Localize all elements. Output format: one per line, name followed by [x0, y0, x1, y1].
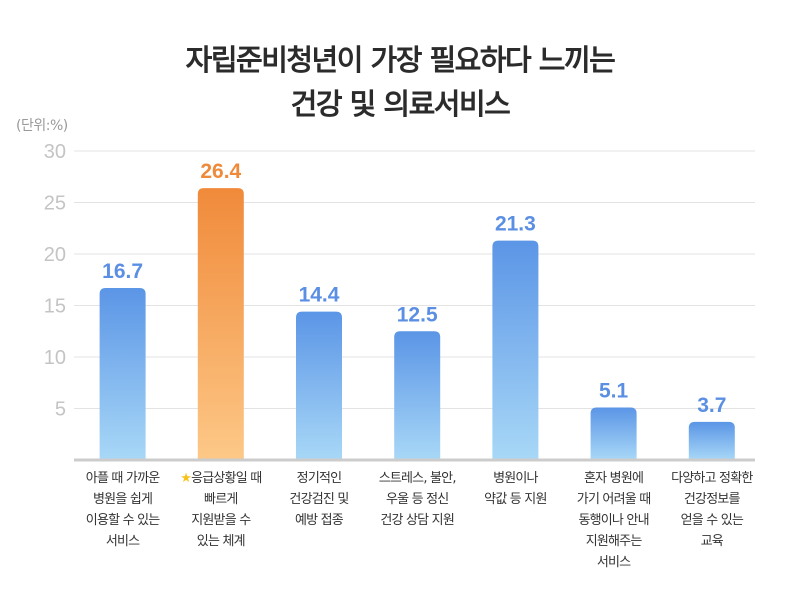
x-tick-label-text: 교육 — [700, 534, 724, 549]
x-tick-label-line: 지원해주는 — [559, 531, 669, 552]
y-tick-label: 20 — [44, 244, 66, 266]
x-tick-label-line: 동행이나 안내 — [559, 510, 669, 531]
x-tick-label-line: 다양하고 정확한 — [657, 468, 767, 489]
x-tick-label-line: 예방 접종 — [264, 510, 374, 531]
x-tick-label-line: 정기적인 — [264, 468, 374, 489]
x-tick-label-line: 건강정보를 — [657, 489, 767, 510]
x-tick-label-text: 이용할 수 있는 — [85, 513, 160, 528]
bar-value-label: 26.4 — [200, 160, 241, 183]
x-tick-label-text: 우울 등 정신 — [385, 492, 449, 507]
grid: 5 10 15 20 25 30 — [44, 141, 755, 421]
bar — [197, 188, 244, 460]
y-tick-label: 15 — [44, 296, 66, 318]
x-tick-label-line: 이용할 수 있는 — [68, 510, 178, 531]
x-tick-label-text: 병원을 쉽게 — [93, 492, 153, 507]
x-tick-label-text: 혼자 병원에 — [584, 471, 644, 486]
x-tick-label-line: 병원이나 — [460, 468, 570, 489]
x-tick-label-line: 빠르게 — [166, 489, 276, 510]
x-tick-label-text: 스트레스, 불안, — [378, 471, 457, 486]
x-tick-label-line: 병원을 쉽게 — [68, 489, 178, 510]
x-tick-label-text: 있는 체계 — [196, 534, 246, 549]
chart-title: 자립준비청년이 가장 필요하다 느끼는 건강 및 의료서비스 — [0, 38, 800, 126]
bar — [394, 331, 441, 460]
x-tick-label-text: 건강검진 및 — [289, 492, 349, 507]
x-tick-label-text: 얻을 수 있는 — [680, 513, 744, 528]
bar-value-label: 3.7 — [697, 394, 726, 417]
x-tick-label-line: 교육 — [657, 531, 767, 552]
x-tick-label-line: 혼자 병원에 — [559, 468, 669, 489]
x-tick-label-text: 응급상황일 때 — [191, 471, 262, 486]
x-tick-label-line: 지원받을 수 — [166, 510, 276, 531]
bar — [296, 311, 342, 460]
x-tick-label-text: 가기 어려울 때 — [576, 492, 651, 507]
x-tick-label-line: 아플 때 가까운 — [68, 468, 178, 489]
x-tick-label-text: 서비스 — [596, 555, 631, 570]
bar — [688, 421, 735, 460]
x-tick-label-line: 있는 체계 — [166, 531, 276, 552]
x-tick-label-text: 건강정보를 — [683, 492, 741, 507]
bar-value-label: 12.5 — [397, 303, 438, 326]
x-tick-label-line: 얻을 수 있는 — [657, 510, 767, 531]
x-tick-label-text: 서비스 — [105, 534, 140, 549]
y-tick-label: 10 — [44, 347, 66, 369]
x-tick-label-text: 예방 접종 — [295, 513, 344, 528]
bar — [99, 287, 146, 460]
chart-title-line-1: 자립준비청년이 가장 필요하다 느끼는 — [185, 43, 616, 77]
bar-value-label: 5.1 — [599, 379, 629, 402]
x-tick-label-line: ★응급상황일 때 — [166, 468, 276, 489]
x-tick-label-text: 동행이나 안내 — [578, 513, 649, 528]
x-tick-label-text: 지원받을 수 — [191, 513, 251, 528]
x-tick-label-line: 서비스 — [68, 531, 178, 552]
x-tick-label-line: 건강검진 및 — [264, 489, 374, 510]
x-tick-label-text: 약값 등 지원 — [484, 492, 547, 507]
chart-title-line-2: 건강 및 의료서비스 — [290, 87, 511, 121]
x-tick-label-text: 지원해주는 — [585, 534, 643, 549]
bar — [492, 240, 539, 460]
x-tick-label-text: 병원이나 — [493, 471, 538, 486]
bar-value-label: 14.4 — [299, 284, 340, 307]
x-tick-label-text: 건강 상담 지원 — [380, 513, 454, 528]
bar-value-label: 16.7 — [102, 260, 143, 283]
unit-label: (단위:%) — [16, 118, 68, 134]
x-tick-label-text: 다양하고 정확한 — [671, 471, 753, 486]
x-tick-label-text: 빠르게 — [204, 492, 238, 507]
x-tick-label-line: 가기 어려울 때 — [559, 489, 669, 510]
bar-value-label: 21.3 — [495, 213, 536, 236]
x-tick-label-line: 서비스 — [559, 552, 669, 573]
star-icon: ★ — [180, 471, 192, 486]
x-tick-label-line: 건강 상담 지원 — [362, 510, 472, 531]
bar — [590, 407, 637, 460]
y-tick-label: 25 — [44, 193, 66, 215]
x-tick-label-text: 정기적인 — [296, 471, 342, 486]
y-tick-label: 30 — [44, 141, 66, 163]
y-tick-label: 5 — [55, 399, 66, 421]
bars: 16.7 26.4 14.4 12.5 21.3 5.1 3.7 — [99, 160, 735, 460]
x-tick-label-line: 스트레스, 불안, — [362, 468, 472, 489]
x-tick-label-text: 아플 때 가까운 — [85, 471, 160, 486]
x-tick-label-line: 우울 등 정신 — [362, 489, 472, 510]
x-tick-label-line: 약값 등 지원 — [460, 489, 570, 510]
